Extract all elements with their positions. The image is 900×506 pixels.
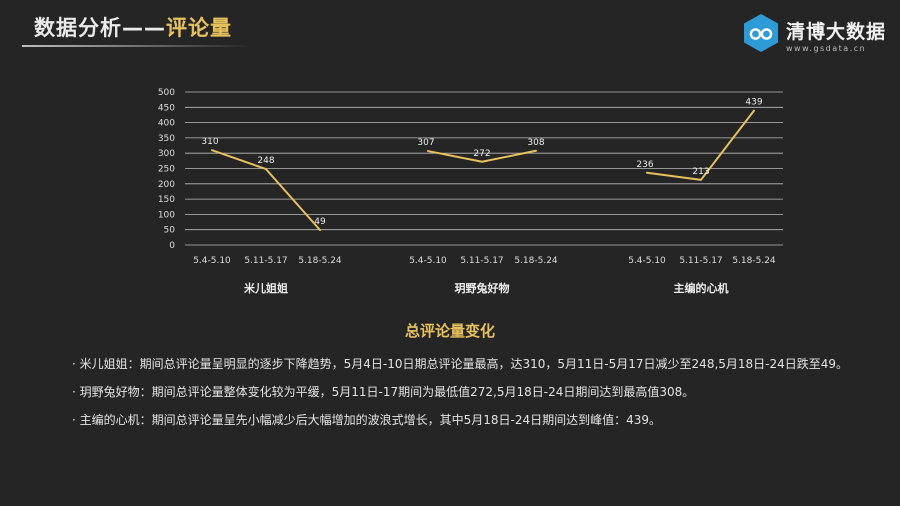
comment-volume-chart: 0 50 100 150 200 250 300 350 400 450 500 310 248 49 5.… [158,88,783,295]
x-tick-label: 5.4-5.10 [193,256,231,266]
y-tick-label: 0 [169,241,175,251]
note-item: · 主编的心机：期间总评论量呈先小幅减少后大幅增加的波浪式增长，其中5月18日-… [72,413,662,427]
y-tick-label: 150 [158,195,175,205]
series-line [646,109,755,181]
page-title: 数据分析——评论量 [34,12,232,42]
note-item: · 玥野兔好物：期间总评论量整体变化较为平缓，5月11日-17期间为最低值272… [72,385,695,399]
logo-icon [744,14,778,52]
y-tick-label: 450 [158,103,175,113]
y-tick-label: 500 [158,88,175,98]
x-tick-label: 5.18-5.24 [298,256,342,266]
logo-name: 清博大数据 [786,21,887,43]
data-label: 308 [527,138,544,148]
y-tick-label: 300 [158,149,175,159]
series-line [427,149,537,163]
page-title-prefix: 数据分析—— [34,16,166,40]
y-tick-label: 400 [158,119,175,129]
group-label: 玥野兔好物 [455,281,510,295]
section-title: 总评论量变化 [404,322,495,340]
data-label: 248 [257,156,274,166]
data-label: 310 [201,137,218,147]
data-label: 272 [473,149,490,159]
x-tick-label: 5.11-5.17 [244,256,287,266]
x-tick-label: 5.11-5.17 [679,256,722,266]
group-label: 主编的心机 [674,281,729,295]
data-label: 213 [692,167,709,177]
title-underline [22,45,252,47]
y-tick-label: 250 [158,165,175,175]
y-tick-label: 350 [158,134,175,144]
data-label: 236 [636,160,653,170]
x-tick-label: 5.18-5.24 [732,256,776,266]
data-label: 307 [417,138,434,148]
x-tick-label: 5.18-5.24 [514,256,558,266]
logo-url: www.gsdata.cn [786,44,867,53]
x-tick-label: 5.11-5.17 [460,256,503,266]
data-label: 439 [745,98,762,108]
note-item: · 米儿姐姐：期间总评论量呈明显的逐步下降趋势，5月4日-10日期总评论量最高，… [72,357,849,371]
data-label: 49 [314,217,326,227]
brand-logo: 清博大数据 www.gsdata.cn [742,13,892,63]
x-tick-label: 5.4-5.10 [409,256,447,266]
series-line [211,149,321,232]
x-tick-label: 5.4-5.10 [628,256,666,266]
y-tick-label: 200 [158,180,175,190]
group-label: 米儿姐姐 [243,281,288,295]
y-tick-label: 100 [158,210,175,220]
notes-list: · 米儿姐姐：期间总评论量呈明显的逐步下降趋势，5月4日-10日期总评论量最高，… [72,352,880,436]
page-title-highlight: 评论量 [166,16,232,40]
y-tick-label: 50 [164,226,176,236]
